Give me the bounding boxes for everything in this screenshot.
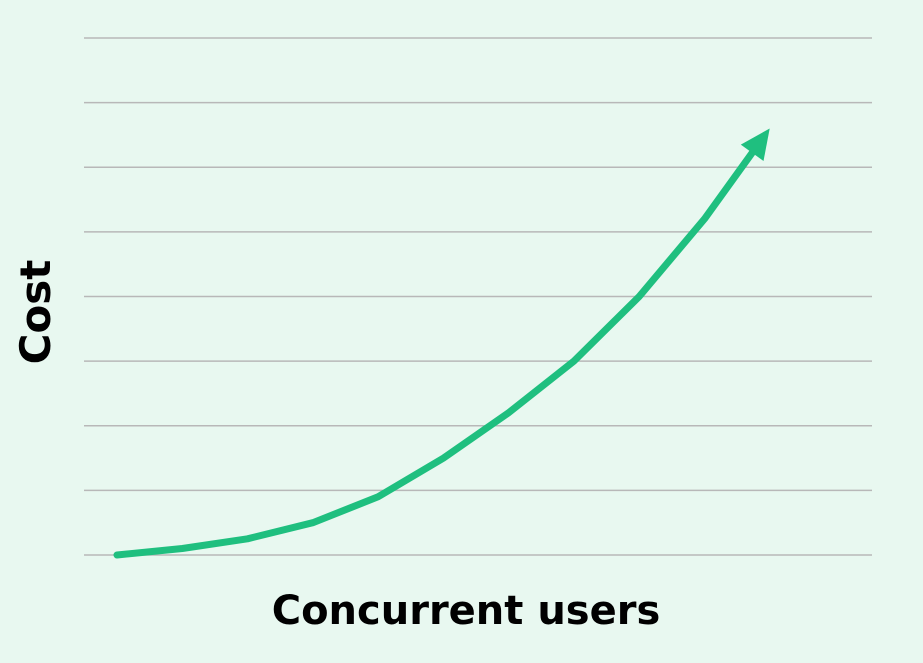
y-axis-label: Cost <box>11 260 60 365</box>
arrowhead-icon <box>740 128 770 161</box>
series-line-0 <box>113 146 758 559</box>
series-layer <box>113 128 770 559</box>
gridlines <box>84 37 872 556</box>
x-axis-label: Concurrent users <box>272 588 661 634</box>
